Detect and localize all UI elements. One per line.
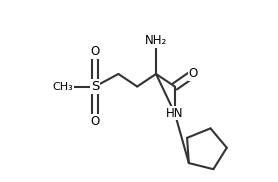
Text: O: O	[90, 45, 100, 58]
Text: NH₂: NH₂	[145, 34, 167, 47]
Text: O: O	[90, 115, 100, 128]
Text: S: S	[91, 80, 99, 93]
Text: CH₃: CH₃	[53, 82, 73, 92]
Text: HN: HN	[166, 107, 183, 120]
Text: O: O	[188, 68, 197, 80]
